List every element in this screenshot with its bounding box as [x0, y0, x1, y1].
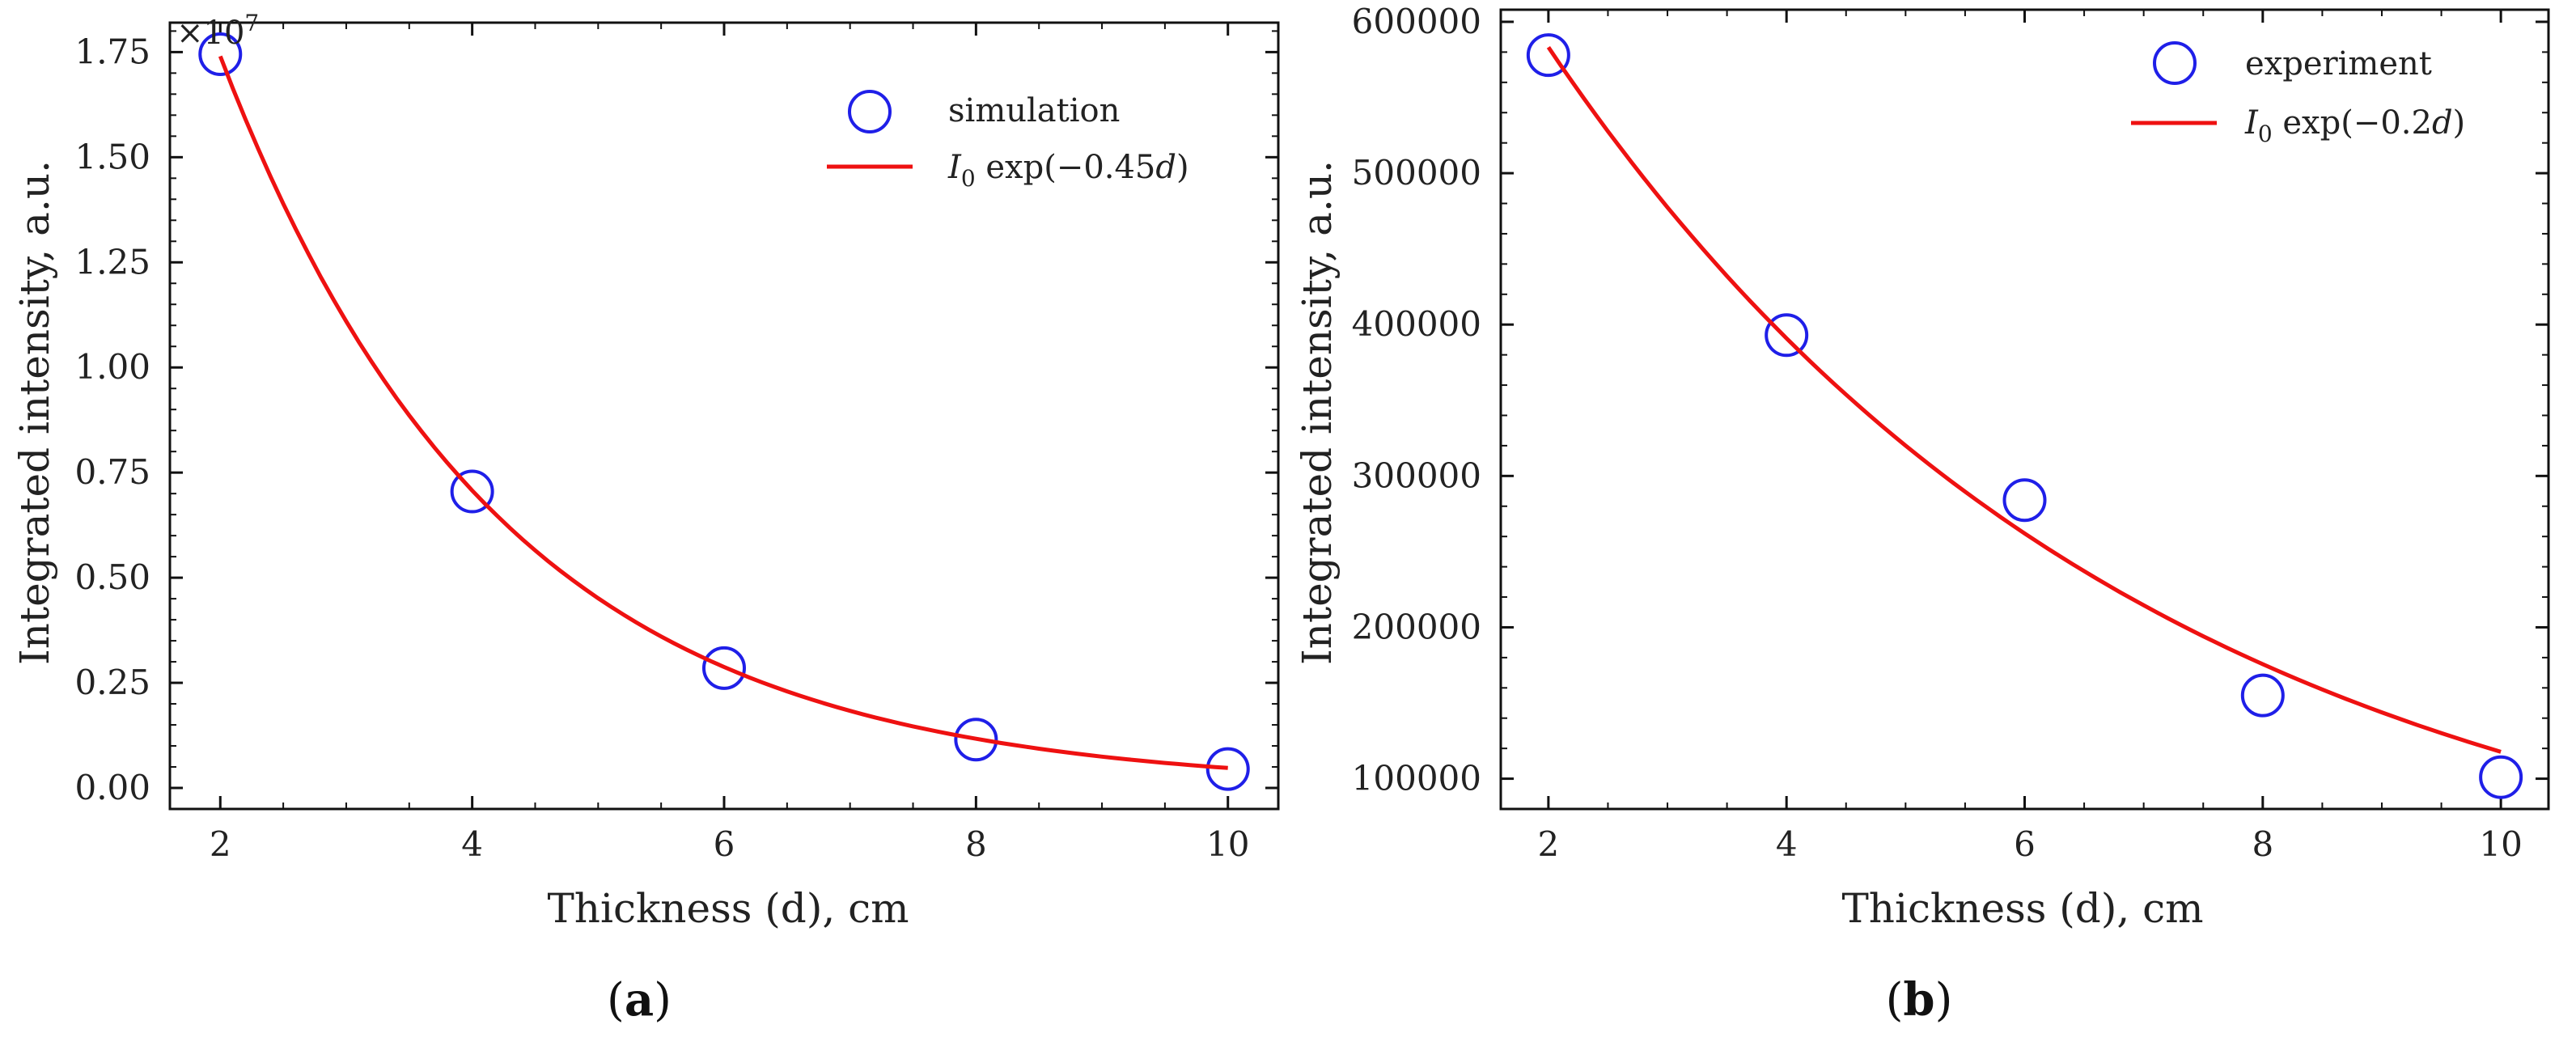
x-tick-label-a: 6: [714, 824, 735, 864]
x-tick-label-a: 10: [1206, 824, 1249, 864]
y-tick-label-a: 1.75: [74, 32, 150, 71]
legend-label-simulation: simulation: [948, 92, 1120, 129]
data-point-b: [2240, 673, 2285, 718]
y-tick-label-a: 0.50: [74, 557, 150, 597]
y-tick-label-b: 100000: [1352, 759, 1481, 798]
x-tick-label-b: 6: [2014, 824, 2036, 864]
y-tick-label-a: 0.00: [74, 768, 150, 807]
x-axis-title-a: Thickness (d), cm: [547, 885, 909, 932]
data-point-a: [450, 469, 494, 514]
chart-panel-b: 2 4 6 8 10 100000 200000 300000 400000 500000 6000…: [1294, 2, 2550, 1027]
y-axis-title-a: Integrated intensity, a.u.: [11, 160, 58, 665]
data-point-a: [954, 718, 998, 762]
x-axis-title-b: Thickness (d), cm: [1841, 885, 2203, 932]
legend-a: simulation I0 exp(−0.45d): [827, 90, 1189, 192]
fit-line-a: [218, 55, 1228, 770]
y-offset-label-a: ×107: [176, 10, 259, 52]
data-point-a: [1205, 747, 1250, 791]
y-tick-label-a: 1.50: [74, 137, 150, 176]
x-tick-label-a: 4: [461, 824, 483, 864]
legend-label-experiment: experiment: [2245, 45, 2432, 83]
y-tick-label-b: 200000: [1352, 607, 1481, 646]
legend-marker-b: [2153, 41, 2197, 85]
chart-panel-a: 2 4 6 8 10 0.00 0.25 0.50 0.75 1.00 1.25 1.50 1.75 ×…: [11, 10, 1280, 1027]
y-tick-label-a: 0.25: [74, 663, 150, 702]
y-axis-title-b: Integrated intensity, a.u.: [1294, 160, 1341, 665]
y-tick-label-b: 600000: [1352, 2, 1481, 41]
legend-label-fit-b: I0 exp(−0.2d): [2244, 104, 2465, 147]
legend-label-fit-a: I0 exp(−0.45d): [947, 149, 1189, 192]
x-tick-label-b: 8: [2252, 824, 2273, 864]
x-tick-label-a: 2: [210, 824, 231, 864]
x-tick-label-a: 8: [965, 824, 987, 864]
data-point-a: [702, 646, 746, 690]
y-tick-label-a: 1.25: [74, 242, 150, 282]
fit-line-b: [1546, 45, 2502, 754]
plot-area-a: 2 4 6 8 10 0.00 0.25 0.50 0.75 1.00 1.25 1.50 1.75: [74, 21, 1280, 864]
y-tick-label-b: 500000: [1352, 153, 1481, 193]
x-tick-label-b: 2: [1537, 824, 1559, 864]
data-point-a: [198, 32, 243, 76]
x-tick-label-b: 10: [2479, 824, 2522, 864]
x-tick-label-b: 4: [1776, 824, 1798, 864]
data-point-b: [1765, 313, 1809, 358]
plot-area-b: 2 4 6 8 10 100000 200000 300000 400000 500000 6000…: [1352, 2, 2550, 864]
legend-b: experiment I0 exp(−0.2d): [2131, 41, 2465, 147]
y-tick-label-a: 0.75: [74, 452, 150, 492]
data-point-b: [2479, 755, 2523, 799]
axes-frame-a: [168, 21, 1280, 811]
y-tick-label-a: 1.00: [74, 347, 150, 387]
panel-label-a: (a): [607, 973, 672, 1027]
legend-marker-a: [848, 90, 892, 133]
y-tick-label-b: 400000: [1352, 304, 1481, 344]
panel-label-b: (b): [1886, 973, 1953, 1027]
data-point-b: [2002, 478, 2047, 523]
y-tick-label-b: 300000: [1352, 455, 1481, 495]
data-point-b: [1526, 33, 1570, 78]
